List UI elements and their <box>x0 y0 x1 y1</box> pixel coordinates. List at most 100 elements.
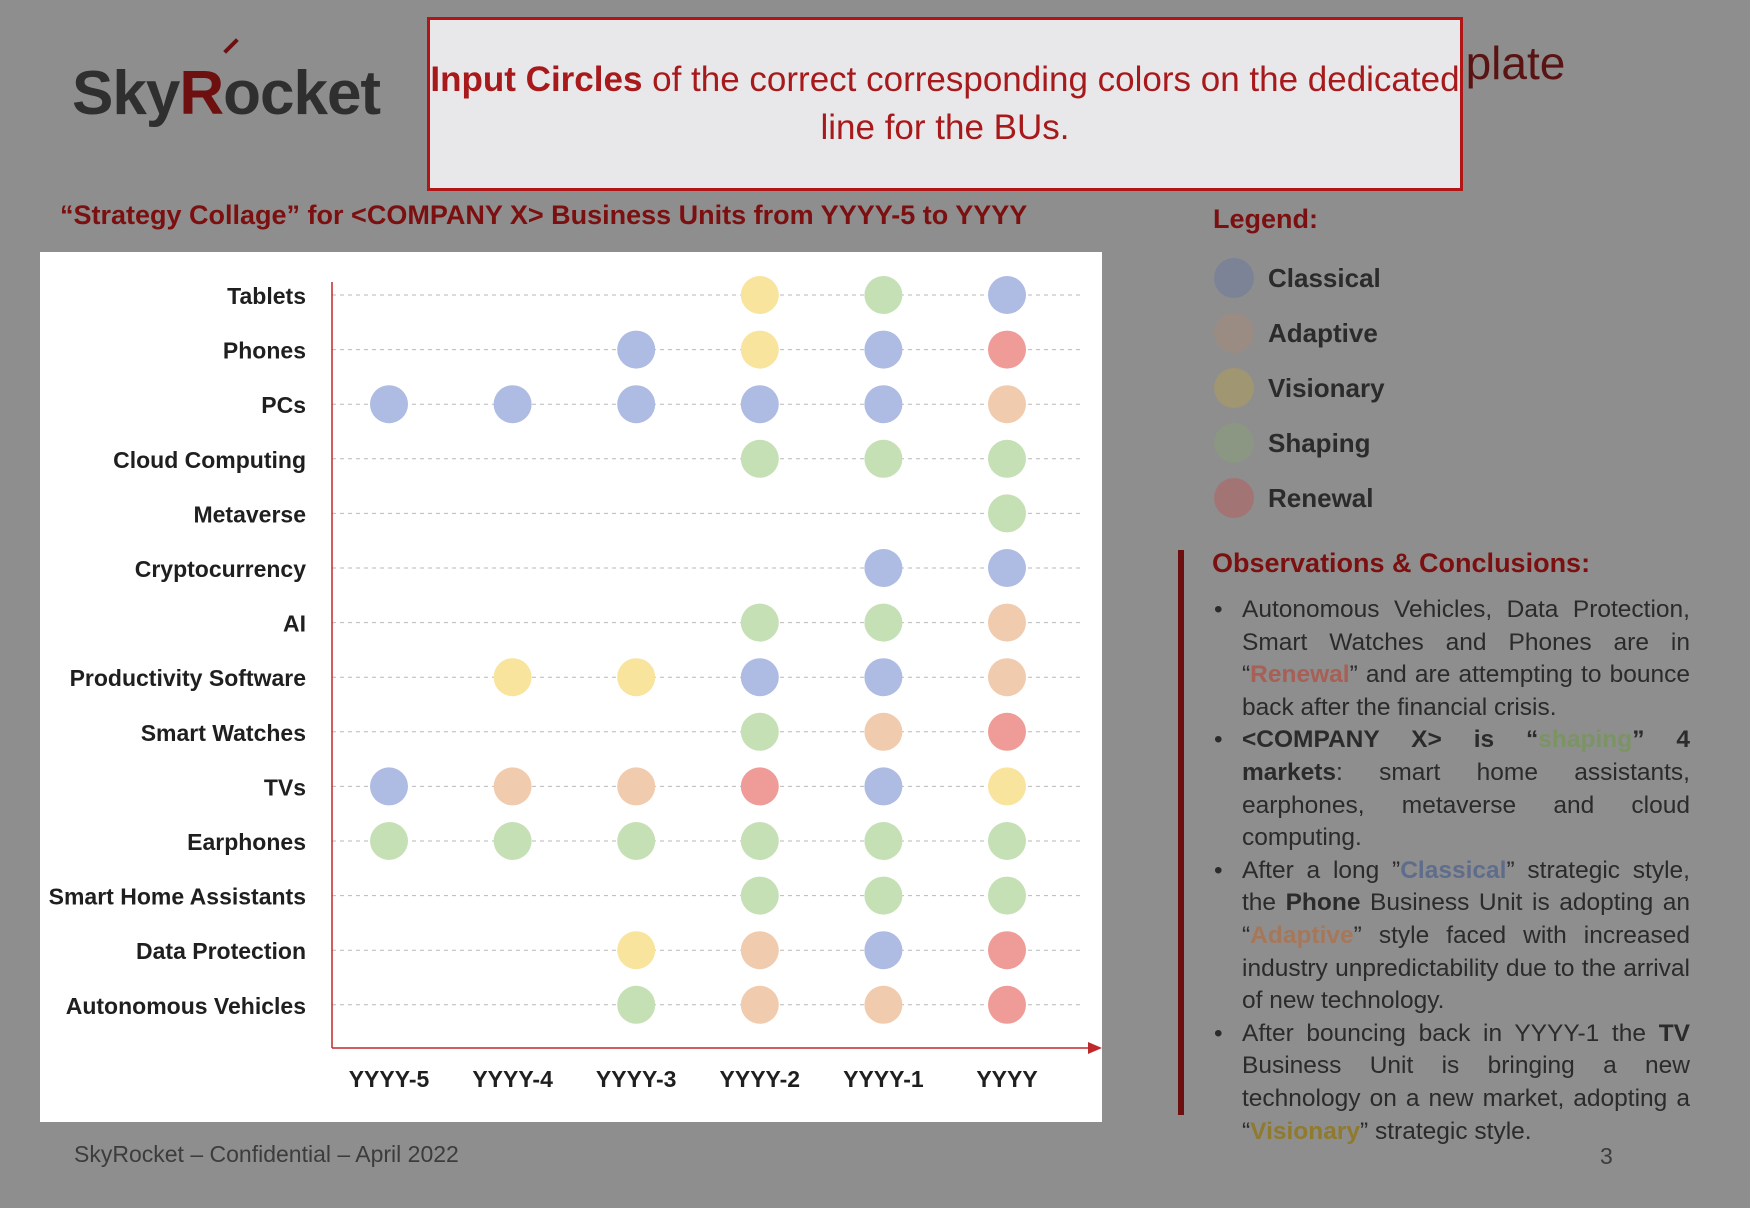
bu-label: Earphones <box>187 829 306 855</box>
strategy-circle <box>617 658 656 697</box>
strategy-circle <box>617 385 656 424</box>
bu-label: Productivity Software <box>70 665 306 691</box>
strategy-circle <box>740 931 779 970</box>
observations-accent-bar <box>1178 550 1184 1115</box>
bu-label: Cryptocurrency <box>135 556 306 582</box>
callout-rest: of the correct corresponding colors on t… <box>642 60 1460 147</box>
bu-label: Tablets <box>227 283 306 309</box>
strategy-circle <box>740 712 779 751</box>
legend-label: Visionary <box>1268 372 1385 403</box>
legend-item-visionary: Visionary <box>1214 368 1385 408</box>
x-axis-arrow <box>1088 1042 1102 1054</box>
strategy-circle <box>988 985 1026 1024</box>
strategy-circle <box>617 330 656 369</box>
legend-swatch <box>1214 258 1254 298</box>
strategy-circle <box>988 276 1026 314</box>
x-tick-label: YYYY <box>976 1066 1037 1092</box>
observations-list: Autonomous Vehicles, Data Protection, Sm… <box>1212 594 1690 1148</box>
strategy-circle <box>988 876 1026 915</box>
bu-label: Phones <box>223 338 306 364</box>
callout-text: Input Circles of the correct correspondi… <box>430 56 1460 152</box>
strategy-circle <box>988 330 1026 369</box>
strategy-circle <box>864 276 903 314</box>
bu-label: AI <box>283 611 306 637</box>
strategy-circle <box>988 385 1026 424</box>
bu-label: PCs <box>261 392 306 418</box>
strategy-circle <box>988 712 1026 751</box>
strategy-circle <box>740 385 779 424</box>
legend-item-renewal: Renewal <box>1214 478 1374 518</box>
logo-accent <box>223 38 239 54</box>
strategy-circle <box>617 822 656 860</box>
strategy-circle <box>740 822 779 860</box>
bu-label: Autonomous Vehicles <box>66 993 306 1019</box>
strategy-circle <box>740 330 779 369</box>
strategy-circle <box>864 767 903 806</box>
strategy-circle <box>864 658 903 697</box>
instruction-callout: Input Circles of the correct correspondi… <box>427 17 1463 191</box>
strategy-circle <box>864 822 903 860</box>
strategy-circle <box>988 439 1026 478</box>
legend-item-classical: Classical <box>1214 258 1381 298</box>
legend-label: Classical <box>1268 262 1381 293</box>
legend-title: Legend: <box>1213 204 1318 234</box>
strategy-circle <box>864 931 903 970</box>
callout-bold: Input Circles <box>430 60 643 99</box>
strategy-circle <box>864 603 903 642</box>
bu-label: Smart Home Assistants <box>49 884 306 910</box>
strategy-circle <box>617 985 656 1024</box>
observation-4: After bouncing back in YYYY-1 the TV Bus… <box>1212 1018 1690 1148</box>
strategy-circle <box>988 658 1026 697</box>
strategy-circle <box>988 494 1026 533</box>
legend-item-shaping: Shaping <box>1214 423 1371 463</box>
strategy-circle <box>370 767 408 806</box>
strategy-circle <box>864 549 903 587</box>
bu-label: TVs <box>264 774 306 800</box>
x-tick-label: YYYY-4 <box>472 1066 553 1092</box>
strategy-circle <box>864 712 903 751</box>
strategy-circle <box>740 603 779 642</box>
strategy-circle <box>864 876 903 915</box>
observation-1: Autonomous Vehicles, Data Protection, Sm… <box>1212 594 1690 724</box>
strategy-circle <box>370 385 408 424</box>
logo-wordmark: SkyRocket <box>72 59 381 128</box>
strategy-circle <box>864 439 903 478</box>
strategy-circle <box>493 658 532 697</box>
observation-3: After a long ”Classical” strategic style… <box>1212 855 1690 1018</box>
strategy-circle <box>864 330 903 369</box>
legend-swatch <box>1214 313 1254 353</box>
strategy-circle <box>493 767 532 806</box>
legend-label: Shaping <box>1268 427 1371 458</box>
strategy-circle <box>740 276 779 314</box>
legend-label: Renewal <box>1268 482 1374 513</box>
legend-swatch <box>1214 368 1254 408</box>
x-tick-label: YYYY-2 <box>720 1066 801 1092</box>
strategy-circle <box>988 767 1026 806</box>
bu-label: Data Protection <box>136 938 306 964</box>
page-number: 3 <box>1600 1143 1613 1169</box>
x-tick-label: YYYY-1 <box>843 1066 924 1092</box>
observation-2: <COMPANY X> is “shaping” 4 markets: smar… <box>1212 724 1690 854</box>
strategy-circle <box>864 985 903 1024</box>
strategy-circle <box>740 439 779 478</box>
legend-label: Adaptive <box>1268 317 1378 348</box>
footer-text: SkyRocket – Confidential – April 2022 <box>74 1141 459 1167</box>
strategy-circle <box>988 603 1026 642</box>
observations-title: Observations & Conclusions: <box>1212 548 1591 578</box>
chart-title: “Strategy Collage” for <COMPANY X> Busin… <box>60 200 1028 230</box>
strategy-circle <box>988 549 1026 587</box>
legend-swatch <box>1214 478 1254 518</box>
chart-panel: Tablets Phones PCs Cloud Computing Metaverse… <box>40 252 1102 1122</box>
strategy-circle <box>740 985 779 1024</box>
x-tick-label: YYYY-5 <box>349 1066 430 1092</box>
legend-item-adaptive: Adaptive <box>1214 313 1378 353</box>
strategy-circle <box>617 767 656 806</box>
bu-label: Cloud Computing <box>113 447 306 473</box>
bu-label: Smart Watches <box>141 720 306 746</box>
bu-label: Metaverse <box>193 501 306 527</box>
strategy-circle <box>617 931 656 970</box>
strategy-circle <box>988 931 1026 970</box>
strategy-circle <box>740 767 779 806</box>
strategy-circle <box>740 876 779 915</box>
strategy-circle <box>370 822 408 860</box>
